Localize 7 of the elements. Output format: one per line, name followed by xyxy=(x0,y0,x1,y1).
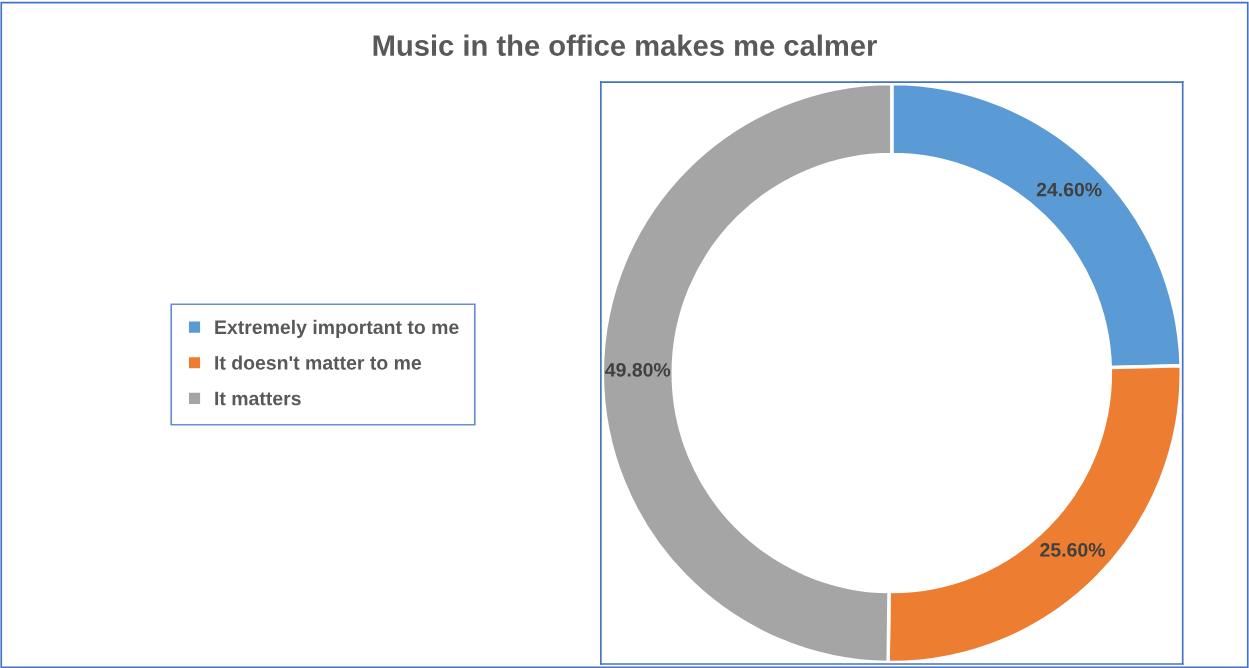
legend-label: It matters xyxy=(215,391,301,406)
data-label: 25.60% xyxy=(1040,543,1105,557)
legend-label: It doesn't matter to me xyxy=(215,355,422,370)
data-label: 49.80% xyxy=(605,362,671,377)
data-label: 24.60% xyxy=(1036,182,1102,197)
chart-title: Music in the office makes me calmer xyxy=(373,34,877,56)
legend-label: Extremely important to me xyxy=(215,319,459,338)
